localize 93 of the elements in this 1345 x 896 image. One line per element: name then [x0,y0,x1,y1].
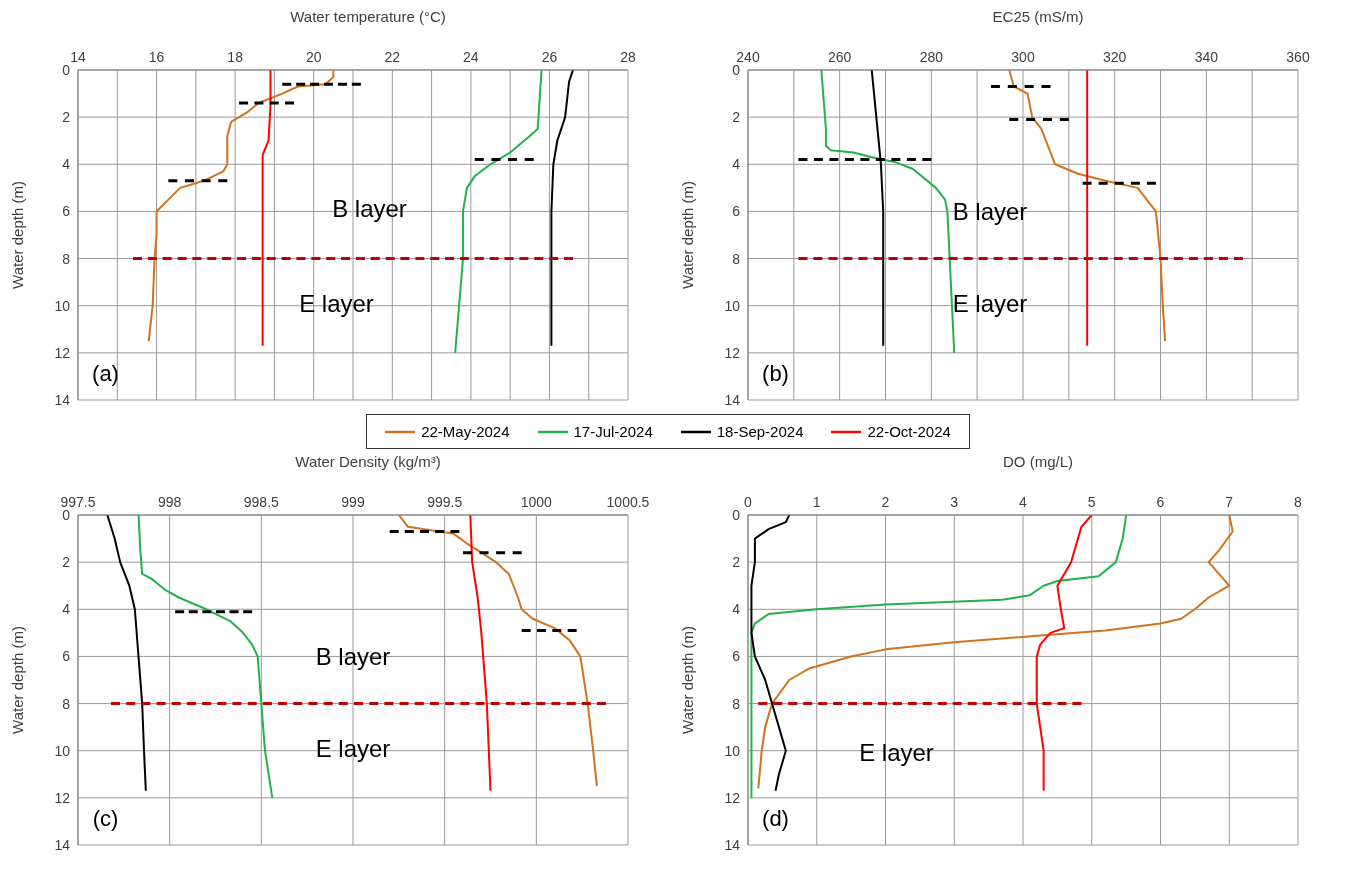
y-tick-label: 8 [732,250,741,267]
y-tick-label: 14 [724,391,741,408]
x-tick-label: 0 [744,494,753,510]
y-tick-label: 14 [54,836,71,853]
x-tick-label: 18 [227,49,244,65]
y-tick-label: 10 [54,297,71,314]
y-tick-label: 12 [724,789,741,806]
annotation: B layer [952,197,1028,226]
annotation: E layer [299,290,374,319]
x-tick-label: 260 [827,49,852,65]
x-tick-label: 26 [541,49,558,65]
x-tick-label: 4 [1019,494,1028,510]
y-tick-label: 12 [54,789,71,806]
x-tick-label: 22 [384,49,401,65]
legend-label: 22-May-2024 [421,423,510,440]
y-tick-label: 0 [62,61,71,78]
y-axis-title: Water depth (m) [9,181,27,289]
x-tick-label: 1000.5 [606,494,650,510]
x-tick-label: 999 [341,494,365,510]
y-tick-label: 4 [732,156,741,173]
y-tick-label: 14 [54,391,71,408]
line-series [397,515,598,788]
x-axis-title: Water temperature (°C) [289,8,447,27]
y-tick-label: 2 [62,109,71,126]
y-tick-label: 10 [54,742,71,759]
annotation: (b) [762,360,789,387]
y-tick-label: 2 [732,109,741,126]
x-tick-label: 20 [305,49,322,65]
line-series [454,70,543,354]
line-series [750,515,1128,799]
line-series [820,70,956,354]
annotation: B layer [315,642,391,671]
x-tick-label: 998.5 [243,494,280,510]
y-tick-label: 14 [724,836,741,853]
y-axis-title: Water depth (m) [9,626,27,734]
x-tick-label: 280 [919,49,944,65]
x-tick-label: 7 [1225,494,1234,510]
y-tick-label: 4 [732,601,741,618]
y-tick-label: 6 [732,648,741,665]
y-axis-title: Water depth (m) [679,181,697,289]
y-axis-title: Water depth (m) [679,626,697,734]
line-series [137,515,274,799]
y-tick-label: 8 [62,695,71,712]
annotation: E layer [315,735,391,764]
x-axis-title: Water Density (kg/m³) [294,453,442,472]
y-tick-label: 12 [54,344,71,361]
x-axis-title: EC25 (mS/m) [991,8,1085,27]
x-tick-label: 999.5 [427,494,463,510]
y-tick-label: 10 [724,297,741,314]
legend-label: 17-Jul-2024 [573,423,653,440]
y-tick-label: 4 [62,601,71,618]
x-tick-label: 3 [950,494,959,510]
y-tick-label: 2 [62,554,71,571]
x-tick-label: 2 [881,494,890,510]
x-tick-label: 320 [1102,49,1127,65]
y-tick-label: 8 [732,695,741,712]
annotation: E layer [952,290,1028,319]
line-series [1035,515,1093,792]
annotation: B layer [332,194,407,223]
y-tick-label: 4 [62,156,71,173]
y-tick-label: 12 [724,344,741,361]
line-series [261,70,272,347]
x-tick-label: 998 [157,494,182,510]
annotation: E layer [859,738,934,767]
x-tick-label: 8 [1294,494,1303,510]
x-tick-label: 24 [463,49,479,65]
y-tick-label: 0 [732,506,741,523]
line-series [550,70,574,347]
x-axis-title: DO (mg/L) [1002,453,1074,472]
y-tick-label: 10 [724,742,741,759]
legend-label: 22-Oct-2024 [867,423,951,440]
x-tick-label: 16 [148,49,165,65]
annotation: (c) [92,805,119,832]
legend-label: 18-Sep-2024 [716,423,804,440]
line-series [750,515,791,792]
line-series [106,515,147,792]
line-series [469,515,492,792]
y-tick-label: 6 [62,203,71,220]
x-tick-label: 300 [1011,49,1035,65]
y-tick-label: 2 [732,554,741,571]
x-tick-label: 28 [620,49,636,65]
x-tick-label: 360 [1286,49,1310,65]
line-series [757,515,1234,790]
x-tick-label: 340 [1194,49,1219,65]
x-tick-label: 1 [812,494,821,510]
annotation: (a) [92,360,119,387]
x-tick-label: 1000 [520,494,553,510]
y-tick-label: 6 [732,203,741,220]
x-tick-label: 5 [1087,494,1096,510]
annotation: (d) [762,805,789,832]
y-tick-label: 6 [62,648,71,665]
y-tick-label: 8 [62,250,71,267]
x-tick-label: 6 [1156,494,1165,510]
